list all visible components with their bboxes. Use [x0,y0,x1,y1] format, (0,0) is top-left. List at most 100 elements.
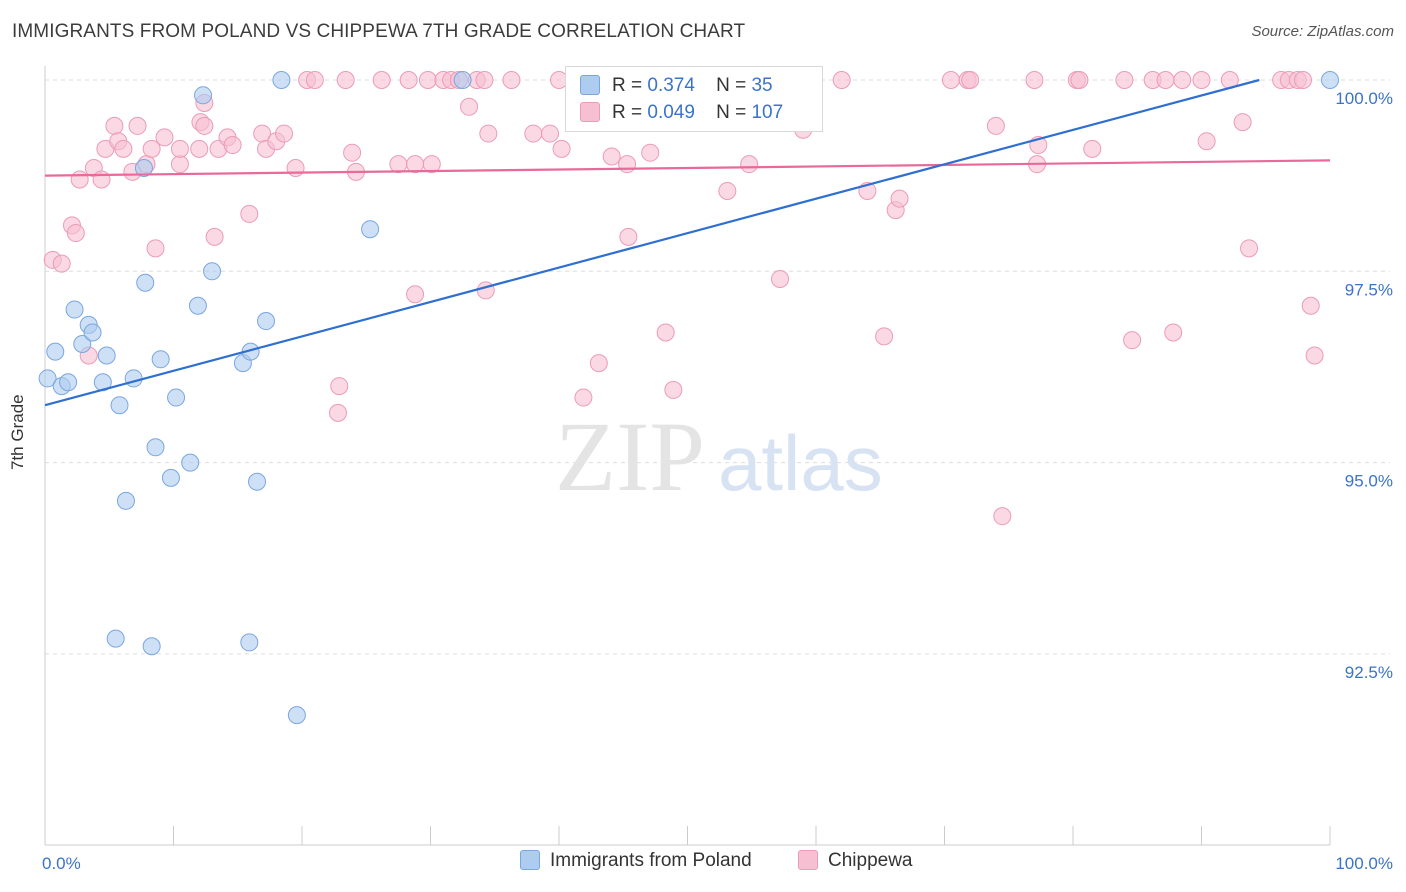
legend-row-poland: R = 0.374 N = 35 [580,75,773,99]
poland-point [46,342,65,361]
poland-point [142,637,161,656]
chippewa-point [1197,132,1216,151]
chippewa-point [890,189,909,208]
chippewa-point [372,71,391,89]
chippewa-point [195,116,214,135]
poland-point [110,396,129,415]
chippewa-point [524,124,543,143]
poland-point [124,369,143,388]
chippewa-point [52,254,71,273]
poland-point [167,388,186,407]
poland-point [272,71,291,89]
chippewa-point [142,139,161,158]
chippewa-point [336,71,355,89]
chippewa-point [328,403,347,422]
poland-point [59,373,78,392]
chippewa-point [619,227,638,246]
chippewa-point [618,155,637,174]
chippewa-point [92,170,111,189]
chippewa-point [275,124,294,143]
chippewa-point [641,143,660,162]
chippewa-point [740,155,759,174]
chippewa-point [664,380,683,399]
source-label: Source: ZipAtlas.com [1251,23,1394,40]
legend-n-value-chippewa: 107 [751,102,784,123]
chippewa-point [460,97,479,116]
chippewa-point [1164,323,1183,342]
poland-point [287,706,306,725]
chippewa-point [1294,71,1313,89]
chippewa-point [66,224,85,243]
chippewa-point [305,71,324,89]
chippewa-point [205,227,224,246]
chippewa-point [330,377,349,396]
chippewa-point [1301,296,1320,315]
chippewa-point [1083,139,1102,158]
chippewa-point [961,71,980,89]
chippewa-point [422,155,441,174]
chippewa-point [1070,71,1089,89]
poland-point [136,273,155,292]
poland-points [38,71,1339,725]
chippewa-point [170,139,189,158]
chippewa-point [286,158,305,177]
chippewa-point [552,139,571,158]
poland-point [194,86,213,105]
chippewa-point [1192,71,1211,89]
poland-point [38,369,57,388]
legend-r-value-chippewa: 0.049 [647,102,695,123]
chippewa-point [1305,346,1324,365]
poland-trend-line [44,78,1260,407]
legend-n-value-poland: 35 [751,75,773,96]
poland-point [453,71,472,89]
chippewa-point [418,71,437,89]
chippewa-point [574,388,593,407]
chippewa-point [602,147,621,166]
poland-point [151,350,170,369]
chippewa-point [128,116,147,135]
chippewa-point [993,507,1012,526]
y-axis-label: 7th Grade [8,394,27,470]
poland-point [240,633,259,652]
tick-labels: 100.0% 97.5% 95.0% 92.5% 0.0% 100.0% [42,89,1393,873]
chart-title: IMMIGRANTS FROM POLAND VS CHIPPEWA 7TH G… [12,21,746,42]
chippewa-point [399,71,418,89]
y-tick-label: 95.0% [1345,472,1393,491]
chippewa-points [43,71,1324,526]
chippewa-point [406,285,425,304]
legend-n-label: N = [716,75,747,96]
x-tick-label: 100.0% [1335,854,1393,873]
chippewa-swatch [798,850,818,870]
chippewa-point [1115,71,1134,89]
chippewa-point [1233,113,1252,132]
chippewa-point [1156,71,1175,89]
y-tick-label: 100.0% [1335,89,1393,108]
chippewa-point [389,155,408,174]
chippewa-point [502,71,521,89]
chippewa-point [875,327,894,346]
poland-point [65,300,84,319]
y-tick-label: 97.5% [1345,280,1393,299]
bottom-legend-poland: Immigrants from Poland [520,850,752,872]
poland-point [181,453,200,472]
chippewa-point [541,124,560,143]
legend-r-label: R = [612,75,643,96]
bottom-legend-chippewa-label: Chippewa [828,850,913,871]
chippewa-point [70,170,89,189]
chippewa-point [343,143,362,162]
trend-lines [44,78,1331,407]
chippewa-point [114,139,133,158]
chippewa-point [223,136,242,155]
chippewa-point [146,239,165,258]
chippewa-point [155,128,174,147]
poland-point [106,629,125,648]
chippewa-point [475,71,494,89]
poland-point [203,262,222,281]
poland-point [73,334,92,353]
poland-point [146,438,165,457]
poland-swatch [520,850,540,870]
chippewa-point [1173,71,1192,89]
bottom-legend-chippewa: Chippewa [798,850,913,872]
chippewa-point [718,181,737,200]
